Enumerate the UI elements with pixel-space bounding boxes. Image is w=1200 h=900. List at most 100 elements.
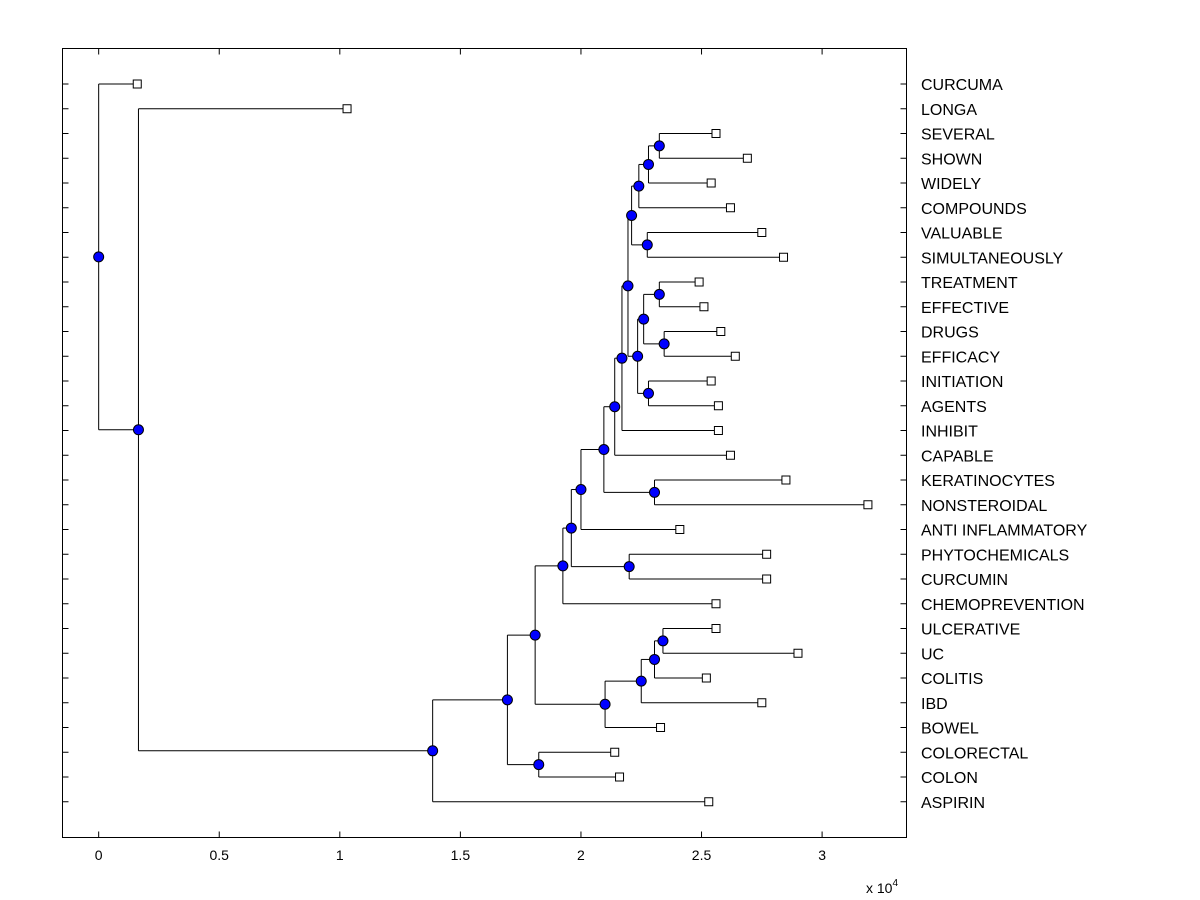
merge-node-n17 <box>623 561 635 573</box>
leaf-marker-curcumin <box>762 574 772 584</box>
leaf-label-efficacy: EFFICACY <box>921 349 1000 366</box>
merge-node-n20 <box>657 635 669 647</box>
merge-node-n27 <box>427 745 439 757</box>
merge-node-n18 <box>565 522 577 534</box>
merge-node-n8 <box>638 313 650 325</box>
leaf-label-capable: CAPABLE <box>921 448 994 465</box>
leaf-marker-shown <box>742 153 752 163</box>
x-tick-label: 0.5 <box>210 847 230 863</box>
leaf-label-curcuma: CURCUMA <box>921 77 1003 94</box>
leaf-marker-initiation <box>706 376 716 386</box>
leaf-label-treatment: TREATMENT <box>921 275 1018 292</box>
leaf-marker-widely <box>706 178 716 188</box>
leaf-marker-several <box>711 129 721 138</box>
leaf-label-shown: SHOWN <box>921 151 982 168</box>
leaf-marker-longa <box>342 104 352 114</box>
merge-node-n4 <box>641 239 653 251</box>
merge-node-n21 <box>649 653 661 665</box>
leaf-label-drugs: DRUGS <box>921 325 979 342</box>
tick-marks <box>62 48 907 838</box>
leaf-marker-colitis <box>701 673 711 683</box>
leaf-marker-compounds <box>725 203 735 213</box>
x-tick-label: 3 <box>818 847 826 863</box>
leaf-marker-ibd <box>757 698 767 708</box>
axis-multiplier-exponent: 4 <box>892 878 898 889</box>
leaf-label-colorectal: COLORECTAL <box>921 745 1028 762</box>
merge-nodes <box>93 140 670 771</box>
leaf-label-valuable: VALUABLE <box>921 226 1003 243</box>
merge-node-n10 <box>632 350 644 362</box>
merge-node-n6 <box>653 288 665 300</box>
leaf-label-widely: WIDELY <box>921 176 981 193</box>
leaf-label-aspirin: ASPIRIN <box>921 795 985 812</box>
leaf-label-longa: LONGA <box>921 102 977 119</box>
leaf-label-effective: EFFECTIVE <box>921 300 1009 317</box>
leaf-marker-aspirin <box>704 797 714 807</box>
merge-node-n15 <box>598 444 610 456</box>
merge-node-root <box>93 251 105 263</box>
merge-node-n2 <box>642 158 654 170</box>
leaf-label-ibd: IBD <box>921 696 948 713</box>
merge-node-n19 <box>557 560 569 572</box>
leaf-marker-chemoprevention <box>711 599 721 609</box>
merge-node-n12 <box>616 352 628 364</box>
leaf-label-anti_inflammatory: ANTI INFLAMMATORY <box>921 523 1088 540</box>
leaf-label-chemoprevention: CHEMOPREVENTION <box>921 597 1085 614</box>
leaf-marker-capable <box>725 450 735 460</box>
leaf-marker-colorectal <box>610 747 620 757</box>
leaf-marker-uc <box>793 648 803 658</box>
leaf-marker-efficacy <box>730 351 740 361</box>
x-tick-labels: 0 0.5 1 1.5 2 2.5 3 <box>95 847 826 863</box>
merge-node-n25 <box>533 759 545 771</box>
leaf-marker-keratinocytes <box>781 475 791 485</box>
x-tick-label: 0 <box>95 847 103 863</box>
leaf-label-bowel: BOWEL <box>921 721 979 738</box>
leaf-label-several: SEVERAL <box>921 127 995 144</box>
leaf-labels: CURCUMA LONGA SEVERAL SHOWN WIDELY COMPOUNDS V… <box>921 77 1088 812</box>
leaf-marker-drugs <box>716 327 726 336</box>
leaf-marker-simultaneously <box>779 252 789 262</box>
leaf-marker-nonsteroidal <box>863 500 873 510</box>
leaf-label-uc: UC <box>921 646 944 663</box>
leaf-marker-effective <box>699 302 709 312</box>
leaf-label-agents: AGENTS <box>921 399 987 416</box>
leaf-label-colon: COLON <box>921 770 978 787</box>
leaf-marker-bowel <box>656 723 666 732</box>
leaf-marker-phytochemicals <box>762 549 772 559</box>
leaf-label-colitis: COLITIS <box>921 671 983 688</box>
leaf-label-nonsteroidal: NONSTEROIDAL <box>921 498 1047 515</box>
merge-node-n28 <box>132 424 144 436</box>
merge-node-n1 <box>653 140 665 152</box>
merge-node-n23 <box>599 698 611 710</box>
leaf-marker-ulcerative <box>711 624 721 633</box>
merge-node-n3 <box>633 180 645 192</box>
merge-node-n11 <box>622 280 634 292</box>
leaf-label-inhibit: INHIBIT <box>921 424 978 441</box>
merge-node-n13 <box>609 401 621 413</box>
leaf-label-phytochemicals: PHYTOCHEMICALS <box>921 547 1069 564</box>
merge-node-n5 <box>626 209 638 221</box>
leaf-marker-treatment <box>694 277 704 287</box>
leaf-label-keratinocytes: KERATINOCYTES <box>921 473 1055 490</box>
leaf-marker-anti_inflammatory <box>675 525 685 534</box>
leaf-marker-agents <box>713 401 723 411</box>
x-tick-label: 1.5 <box>451 847 471 863</box>
leaf-label-curcumin: CURCUMIN <box>921 572 1008 589</box>
leaf-label-ulcerative: ULCERATIVE <box>921 622 1020 639</box>
merge-node-n24 <box>529 629 541 641</box>
axis-multiplier-base: x 10 <box>866 880 893 896</box>
merge-node-n22 <box>635 675 647 687</box>
leaf-marker-inhibit <box>713 426 723 435</box>
axis-multiplier: x 104 <box>866 878 898 896</box>
leaf-label-initiation: INITIATION <box>921 374 1003 391</box>
merge-node-n9 <box>642 387 654 399</box>
merge-node-n16 <box>575 484 587 496</box>
merge-node-n14 <box>649 486 661 498</box>
merge-node-n7 <box>658 338 670 350</box>
leaf-marker-colon <box>615 772 625 782</box>
leaf-marker-valuable <box>757 228 767 237</box>
plot-area <box>62 48 907 838</box>
leaf-label-simultaneously: SIMULTANEOUSLY <box>921 250 1064 267</box>
x-tick-label: 1 <box>336 847 344 863</box>
